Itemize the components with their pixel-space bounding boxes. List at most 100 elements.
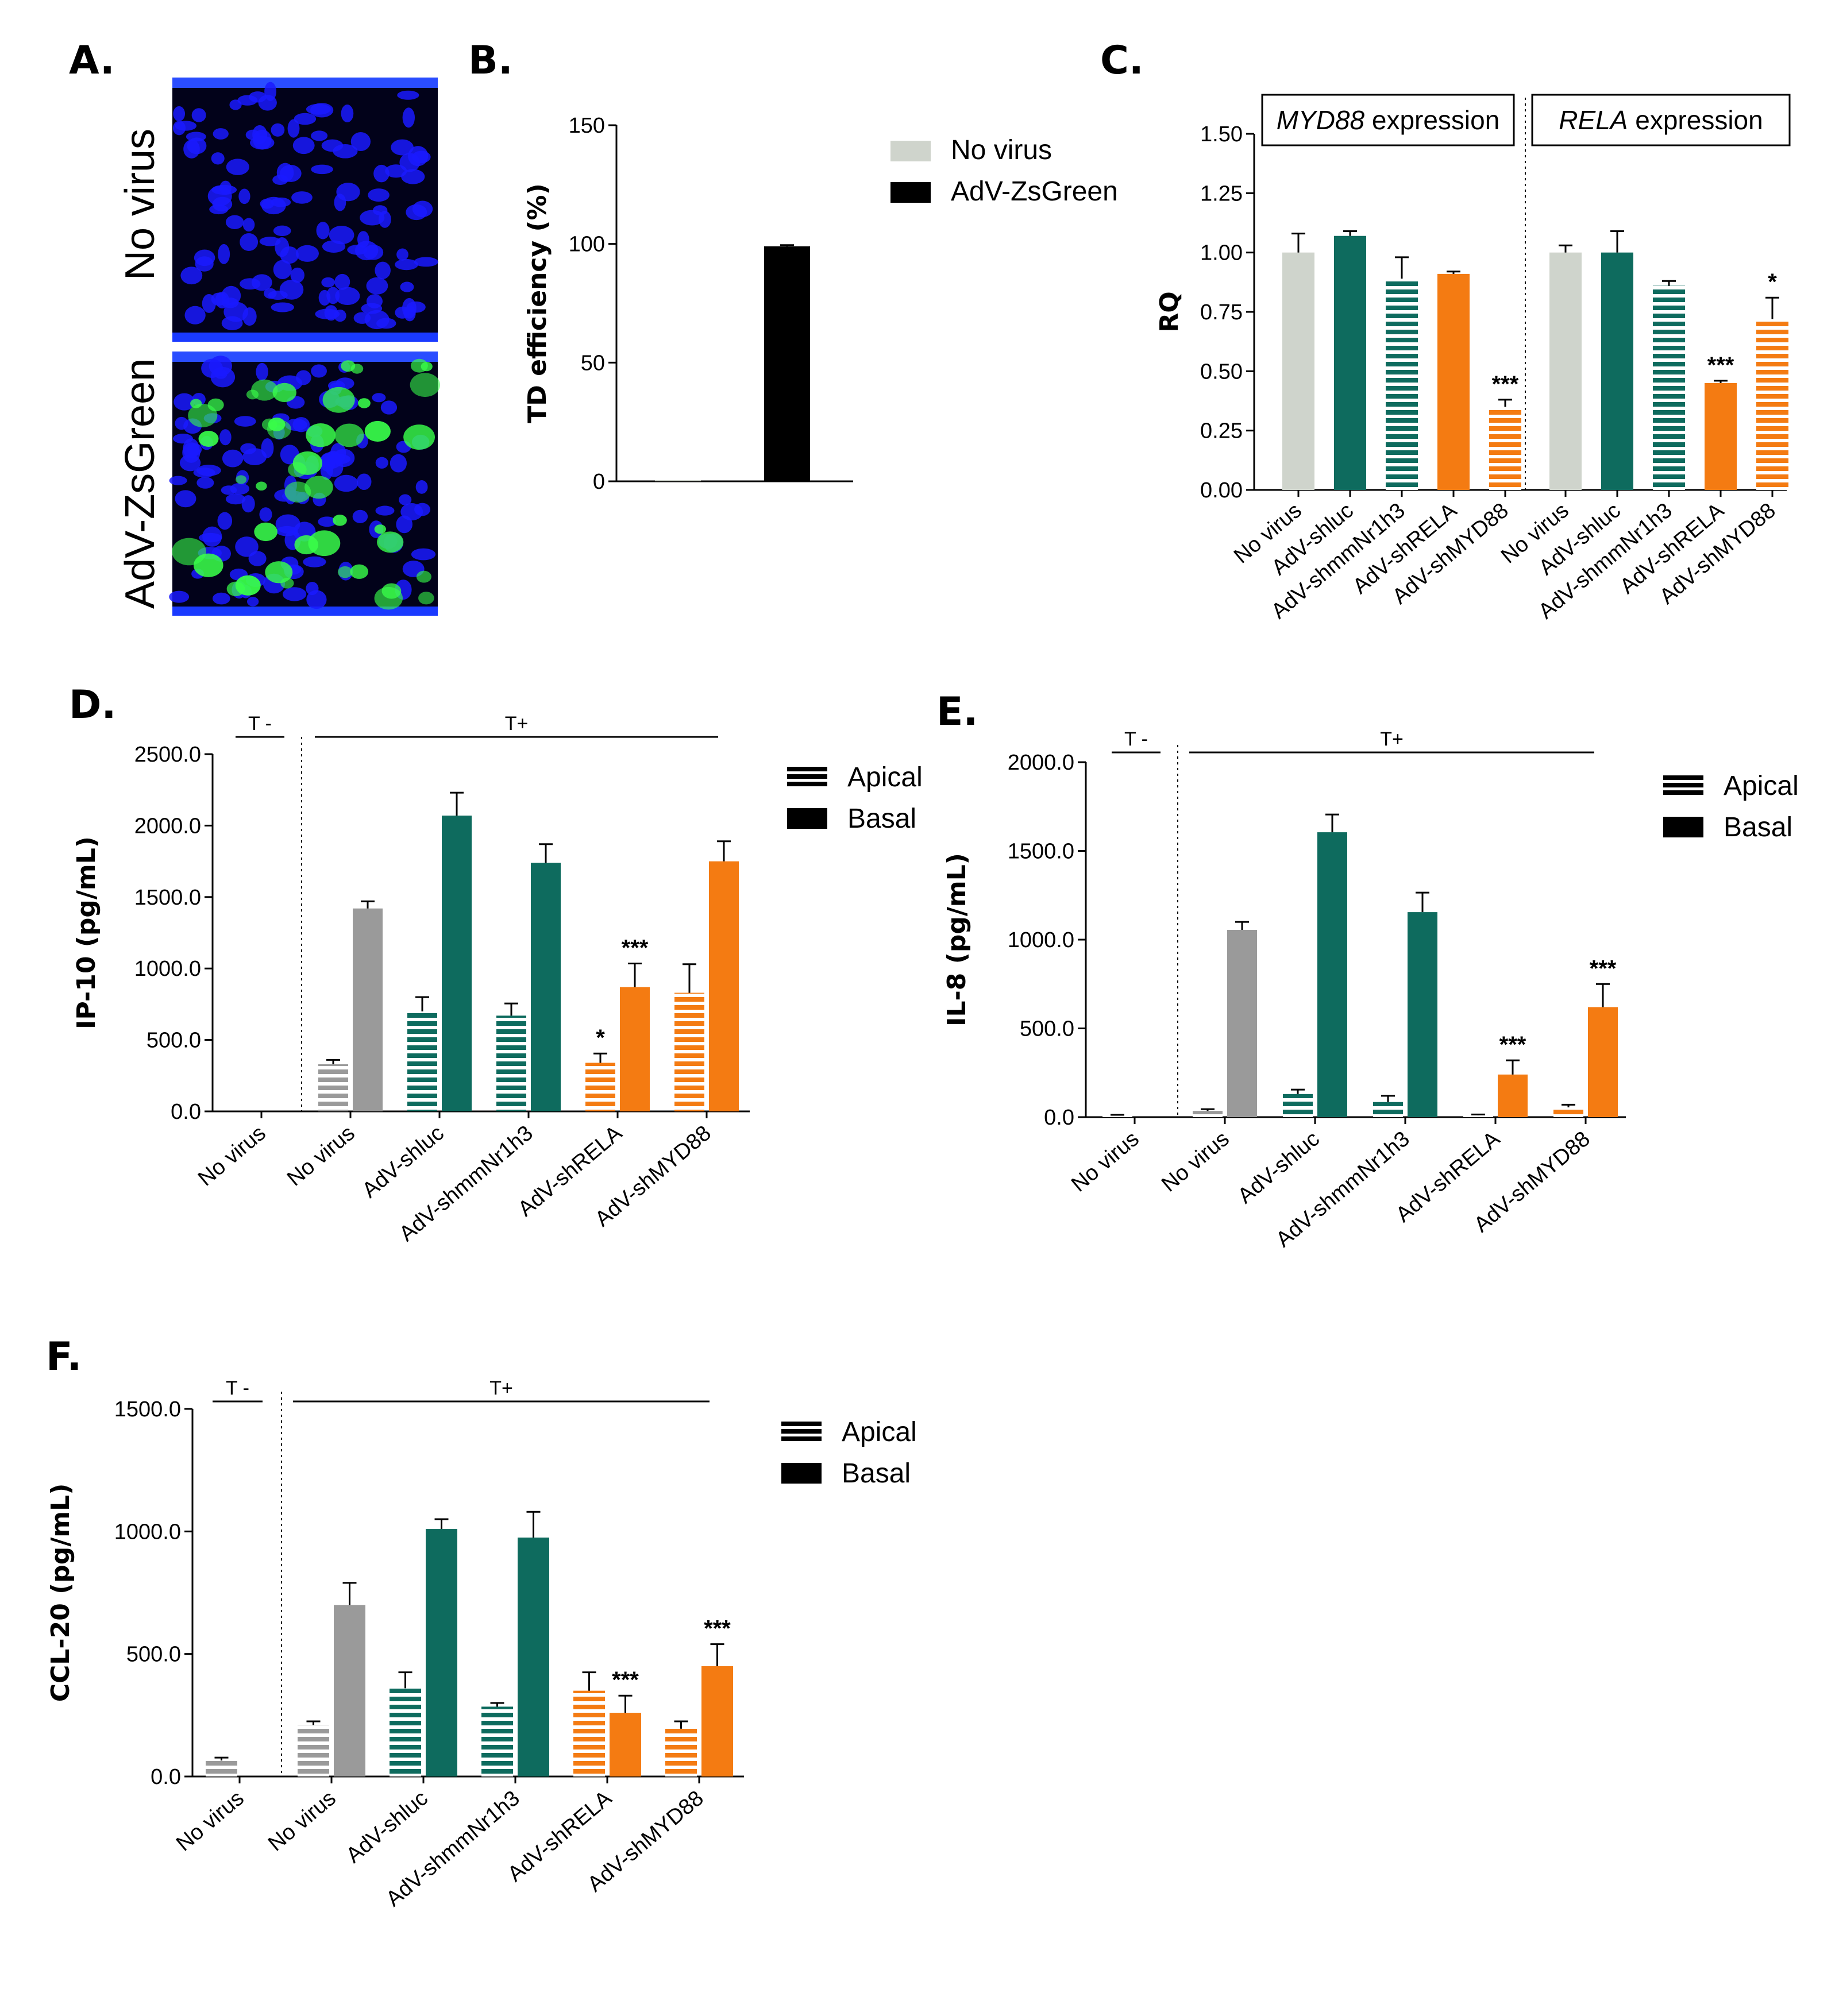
chart-d-significance: * [596,1025,605,1051]
nucleus-mark [240,278,261,290]
nucleus-mark [401,169,425,184]
zsgreen-cell-mark [333,514,347,526]
chart-c-y-tick-label: 0.75 [1200,300,1243,325]
nucleus-mark [397,90,419,100]
nucleus-mark [225,215,244,229]
nucleus-mark [264,82,276,101]
chart-e: 0.0 500.0 1000.0 1500.0 2000.0 IL-8 (pg/mL) T … [942,728,1799,1252]
chart-c-y-tick-label: 1.25 [1200,181,1243,206]
chart-c-group-suffix: expression [1364,105,1499,135]
panel-f-letter: F. [46,1334,82,1380]
nucleus-mark [259,507,272,522]
nucleus-mark [183,438,199,459]
chart-d-y-tick-label: 1000.0 [134,957,201,981]
zsgreen-cell-mark [374,524,386,534]
nucleus-mark [196,477,214,489]
chart-c-bar [1756,319,1788,490]
nucleus-mark [234,416,256,427]
chart-d-bar-apical [407,1011,437,1111]
nucleus-mark [396,515,412,534]
nucleus-mark [311,164,333,175]
chart-e-y-tick-label: 1000.0 [1008,928,1074,952]
chart-e-bar-apical [1102,1115,1132,1117]
chart-d-bar-basal [353,908,383,1111]
chart-c-bar [1601,252,1633,490]
nucleus-mark [180,267,203,285]
nucleus-mark [230,482,250,495]
zsgreen-cell-mark [337,566,353,578]
nucleus-mark [212,592,230,605]
nucleus-mark [260,198,274,209]
nucleus-mark [327,454,351,465]
chart-e-legend-label: Apical [1724,771,1799,801]
chart-c-bar [1437,273,1470,490]
chart-f-legend-label: Basal [842,1458,911,1489]
chart-e-significance: *** [1590,956,1617,981]
nucleus-mark [238,188,250,204]
nucleus-mark [390,454,407,473]
nucleus-mark [207,186,232,206]
zsgreen-cell-mark [341,360,356,372]
chart-b-legend-label: No virus [951,135,1052,165]
nucleus-mark [242,448,267,466]
chart-f-bar-basal [518,1538,549,1776]
panel-d-letter: D. [69,682,116,728]
nucleus-mark [187,137,207,155]
nucleus-mark [318,516,337,527]
nucleus-mark [350,132,371,152]
nucleus-mark [335,287,360,306]
nucleus-mark [295,245,319,262]
nucleus-mark [322,240,346,253]
chart-e-bar-apical [1373,1102,1403,1117]
nucleus-mark [172,121,186,136]
zsgreen-cell-mark [418,592,434,605]
nucleus-mark [366,277,388,295]
chart-f-legend-swatch-apical [781,1429,822,1434]
panel-c-letter: C. [1100,38,1144,83]
nucleus-mark [211,152,225,165]
chart-b: 0 50 100 150 TD efficiency (%) No virus AdV-Zs… [523,114,1118,494]
chart-b-bar [764,246,810,481]
chart-b-y-tick-label: 100 [569,233,605,257]
chart-e-legend-swatch-apical [1663,783,1703,787]
chart-b-bar [655,480,701,481]
panel-b-letter: B. [468,38,513,83]
chart-d-bar-basal [709,861,739,1111]
nucleus-mark [175,490,196,508]
chart-c-significance: * [1768,269,1777,295]
nucleus-mark [311,364,327,378]
nucleus-mark [229,99,242,110]
chart-e-significance: *** [1499,1032,1526,1057]
nucleus-mark [311,130,328,141]
chart-f-y-label: CCL-20 (pg/mL) [46,1484,75,1702]
chart-c-group-title-box [1261,94,1515,146]
chart-b-y-label: TD efficiency (%) [523,183,552,423]
nucleus-mark [248,551,267,566]
chart-c-bar [1653,285,1685,490]
nucleus-mark [226,159,249,175]
chart-f-bar-apical [390,1688,421,1776]
chart-f-group-label: T+ [489,1377,513,1399]
chart-c-y-label: RQ [1155,291,1184,332]
chart-c-bar [1386,279,1418,490]
chart-c-bar [1549,252,1582,490]
nucleus-mark [334,273,350,290]
nucleus-mark [225,493,246,505]
nucleus-mark [273,225,291,237]
zsgreen-cell-mark [267,419,291,439]
chart-f-bar-apical [665,1728,697,1776]
nucleus-mark [324,305,338,321]
chart-d-bar-apical [674,992,704,1111]
nucleus-mark [294,113,317,125]
nucleus-mark [395,258,418,271]
nucleus-mark [169,590,190,603]
nucleus-mark [415,480,428,494]
zsgreen-cell-mark [256,481,267,491]
nucleus-mark [364,310,390,330]
chart-d-bar-basal [620,987,650,1111]
chart-f-significance: *** [612,1667,639,1693]
chart-f-bar-basal [610,1713,641,1776]
chart-e-x-tick-label: No virus [1067,1127,1144,1197]
nucleus-mark [217,512,233,530]
